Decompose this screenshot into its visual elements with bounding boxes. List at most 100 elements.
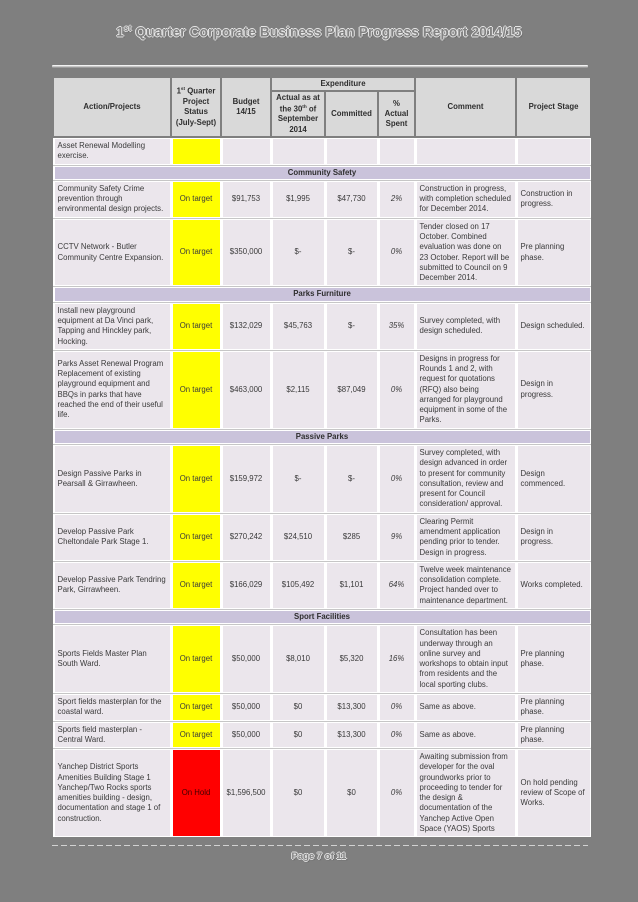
cell-committed: $285 bbox=[326, 514, 377, 560]
table-row: Yanchep District Sports Amenities Buildi… bbox=[53, 748, 592, 838]
progress-report-table: Action/Projects 1st Quarter Project Stat… bbox=[52, 75, 593, 838]
table-row: Asset Renewal Modelling exercise. bbox=[53, 136, 592, 166]
cell-project-stage: Works completed. bbox=[517, 562, 590, 608]
table-row: Sport fields masterplan for the coastal … bbox=[53, 692, 592, 721]
cell-actual: $8,010 bbox=[272, 626, 324, 692]
cell-committed bbox=[326, 139, 377, 164]
cell-committed: $- bbox=[326, 219, 377, 286]
cell-budget: $159,972 bbox=[222, 446, 270, 512]
section-row: Parks Furniture bbox=[53, 286, 592, 303]
page-title: 1st Quarter Corporate Business Plan Prog… bbox=[116, 24, 522, 40]
cell-comment: Clearing Permit amendment application pe… bbox=[416, 514, 515, 560]
cell-action: Develop Passive Park Cheltondale Park St… bbox=[54, 514, 170, 560]
cell-actual: $- bbox=[272, 219, 324, 286]
title-divider-line bbox=[52, 65, 588, 68]
cell-comment: Tender closed on 17 October. Combined ev… bbox=[416, 219, 515, 286]
cell-action: Sports field masterplan - Central Ward. bbox=[54, 722, 170, 748]
cell-action: Yanchep District Sports Amenities Buildi… bbox=[54, 750, 170, 837]
cell-pct-actual-spent: 0% bbox=[379, 750, 414, 837]
cell-committed: $5,320 bbox=[326, 626, 377, 692]
cell-pct-actual-spent: 0% bbox=[379, 446, 414, 512]
cell-action: Asset Renewal Modelling exercise. bbox=[54, 139, 170, 164]
cell-action: Parks Asset Renewal Program Replacement … bbox=[54, 351, 170, 428]
cell-actual: $24,510 bbox=[272, 514, 324, 560]
cell-committed: $47,730 bbox=[326, 181, 377, 217]
cell-project-stage: Design in progress. bbox=[517, 514, 590, 560]
cell-project-stage: Pre planning phase. bbox=[517, 626, 590, 692]
cell-comment: Awaiting submission from developer for t… bbox=[416, 750, 515, 837]
cell-pct-actual-spent: 9% bbox=[379, 514, 414, 560]
table-row: Community Safety Crime prevention throug… bbox=[53, 179, 592, 219]
table-row: Install new playground equipment at Da V… bbox=[53, 301, 592, 351]
cell-action: CCTV Network - Butler Community Centre E… bbox=[54, 219, 170, 286]
col-header-expenditure: Expenditure bbox=[269, 75, 417, 93]
cell-budget: $463,000 bbox=[222, 351, 270, 428]
cell-comment: Same as above. bbox=[416, 722, 515, 748]
cell-budget: $50,000 bbox=[222, 722, 270, 748]
cell-comment: Survey completed, with design scheduled. bbox=[416, 303, 515, 349]
cell-action: Sport fields masterplan for the coastal … bbox=[54, 694, 170, 720]
cell-project-stage: Pre planning phase. bbox=[517, 694, 590, 720]
cell-project-stage: Pre planning phase. bbox=[517, 722, 590, 748]
section-label: Community Safety bbox=[54, 166, 590, 179]
cell-budget: $166,029 bbox=[222, 562, 270, 608]
cell-status: On target bbox=[172, 562, 220, 608]
section-label: Sport Facilities bbox=[54, 610, 590, 624]
cell-actual: $0 bbox=[272, 750, 324, 837]
cell-status: On target bbox=[172, 694, 220, 720]
cell-status bbox=[172, 139, 220, 164]
col-header-actual: Actual as at the 30th of September 2014 bbox=[270, 90, 326, 138]
col-header-project-stage: Project Stage bbox=[515, 76, 593, 138]
col-header-comment: Comment bbox=[414, 76, 518, 138]
cell-budget: $350,000 bbox=[222, 219, 270, 286]
cell-action: Sports Fields Master Plan South Ward. bbox=[54, 626, 170, 692]
cell-status: On target bbox=[172, 722, 220, 748]
cell-comment: Survey completed, with design advanced i… bbox=[416, 446, 515, 512]
cell-committed: $13,300 bbox=[326, 694, 377, 720]
cell-actual: $0 bbox=[272, 722, 324, 748]
cell-action: Develop Passive Park Tendring Park, Girr… bbox=[54, 562, 170, 608]
table-row: CCTV Network - Butler Community Centre E… bbox=[53, 217, 592, 287]
cell-status: On target bbox=[172, 181, 220, 217]
cell-pct-actual-spent: 16% bbox=[379, 626, 414, 692]
cell-action: Community Safety Crime prevention throug… bbox=[54, 181, 170, 217]
cell-committed: $- bbox=[326, 446, 377, 512]
section-row: Sport Facilities bbox=[53, 608, 592, 625]
table-row: Design Passive Parks in Pearsall & Girra… bbox=[53, 444, 592, 514]
cell-actual: $- bbox=[272, 446, 324, 512]
col-header-quarter-status: 1st Quarter Project Status (July-Sept) bbox=[170, 76, 222, 138]
cell-budget bbox=[222, 139, 270, 164]
cell-budget: $270,242 bbox=[222, 514, 270, 560]
cell-pct-actual-spent: 0% bbox=[379, 694, 414, 720]
cell-pct-actual-spent: 0% bbox=[379, 219, 414, 286]
section-row: Passive Parks bbox=[53, 428, 592, 445]
section-row: Community Safety bbox=[53, 164, 592, 181]
cell-project-stage: Design commenced. bbox=[517, 446, 590, 512]
section-label: Parks Furniture bbox=[54, 288, 590, 301]
cell-actual: $0 bbox=[272, 694, 324, 720]
cell-action: Design Passive Parks in Pearsall & Girra… bbox=[54, 446, 170, 512]
cell-committed: $0 bbox=[326, 750, 377, 837]
cell-budget: $132,029 bbox=[222, 303, 270, 349]
page-number: Page 7 of 11 bbox=[291, 851, 347, 862]
cell-status: On target bbox=[172, 219, 220, 286]
cell-pct-actual-spent: 0% bbox=[379, 722, 414, 748]
cell-comment: Consultation has been underway through a… bbox=[416, 626, 515, 692]
cell-committed: $87,049 bbox=[326, 351, 377, 428]
cell-comment bbox=[416, 139, 515, 164]
cell-committed: $1,101 bbox=[326, 562, 377, 608]
cell-committed: $13,300 bbox=[326, 722, 377, 748]
col-header-committed: Committed bbox=[324, 90, 379, 138]
cell-pct-actual-spent: 64% bbox=[379, 562, 414, 608]
cell-pct-actual-spent: 0% bbox=[379, 351, 414, 428]
cell-comment: Construction in progress, with completio… bbox=[416, 181, 515, 217]
section-label: Passive Parks bbox=[54, 430, 590, 444]
footer-divider-line bbox=[52, 845, 588, 846]
cell-budget: $50,000 bbox=[222, 626, 270, 692]
cell-status: On target bbox=[172, 446, 220, 512]
cell-status: On target bbox=[172, 303, 220, 349]
cell-project-stage: On hold pending review of Scope of Works… bbox=[517, 750, 590, 837]
table-header: Action/Projects 1st Quarter Project Stat… bbox=[52, 75, 593, 138]
col-header-pct-actual-spent: % Actual Spent bbox=[376, 90, 417, 138]
